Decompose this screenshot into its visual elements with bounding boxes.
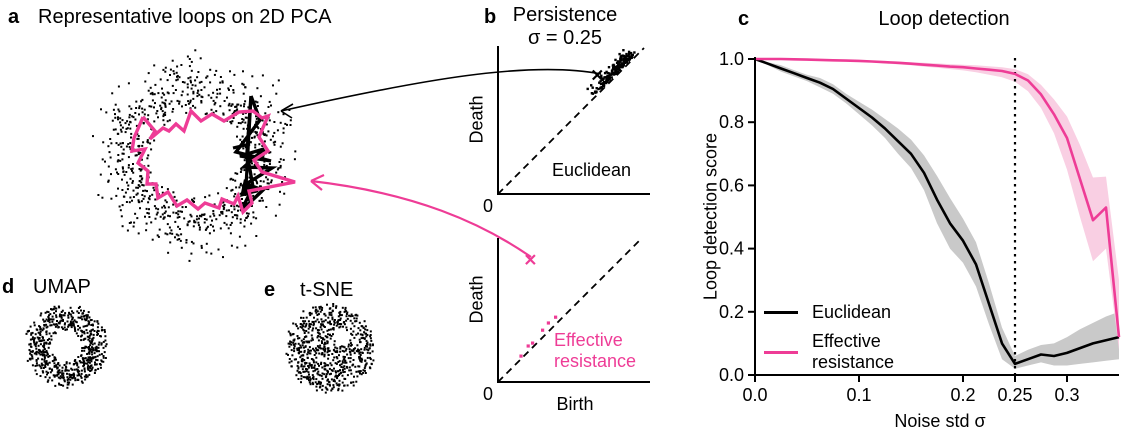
- c-x-tick-label: 0.1: [846, 385, 871, 405]
- effective-resistance-loop: [129, 107, 296, 216]
- pca-scatter: [92, 49, 297, 262]
- legend-item-effective-resistance: Effective resistance: [764, 331, 907, 373]
- c-x-tick-label: 0.2: [950, 385, 975, 405]
- arrow-euclidean-loop: [280, 68, 602, 119]
- panel-c-title: Loop detection: [878, 8, 1010, 30]
- euclidean-band: [755, 59, 1119, 369]
- b-bottom-series-label: Effective resistance: [554, 330, 637, 371]
- effective-resistance-line-swatch: [764, 350, 798, 354]
- b-top-ylabel: Death: [466, 95, 487, 144]
- legend-label-effective-resistance: Effective resistance: [812, 331, 895, 372]
- loop-to-diagram-arrows: [280, 68, 602, 258]
- b-bottom-xlabel: Birth: [556, 394, 594, 414]
- c-y-tick-label: 0.8: [719, 112, 744, 132]
- b-bottom-origin-label: 0: [483, 384, 494, 404]
- panel-a-title: Representative loops on 2D PCA: [38, 6, 332, 28]
- panel-letter-d: d: [2, 276, 15, 298]
- arrow-effective-resistance-loop: [310, 174, 532, 258]
- panel-letter-c: c: [738, 8, 750, 30]
- umap-scatter: [25, 305, 108, 389]
- c-y-tick-label: 0.6: [719, 175, 744, 195]
- c-y-tick-label: 1.0: [719, 49, 744, 69]
- panel-e-title: t-SNE: [300, 279, 354, 301]
- loop-detection-plot: 0.0 0.2 0.4 0.6 0.8 1.0 0.0 0.1 0.2 0.25 0.3: [719, 49, 1121, 405]
- persistence-diagram-effective-resistance: [497, 237, 650, 383]
- c-y-tick-label: 0.4: [719, 239, 744, 259]
- c-x-tick-label: 0.3: [1054, 385, 1079, 405]
- representative-loops: [129, 95, 296, 216]
- c-ylabel: Loop detection score: [700, 132, 721, 301]
- b-bottom-ylabel: Death: [466, 275, 487, 324]
- euclidean-line: [754, 57, 1120, 366]
- b-top-origin-label: 0: [483, 196, 494, 216]
- panel-b-title: Persistence σ = 0.25: [500, 4, 630, 50]
- panel-letter-b: b: [484, 6, 497, 28]
- c-x-tick-label: 0.25: [997, 385, 1032, 405]
- persistence-diagram-euclidean: [497, 46, 650, 195]
- c-x-tick-label: 0.0: [742, 385, 767, 405]
- c-xlabel: Noise std σ: [894, 411, 986, 431]
- panel-letter-e: e: [264, 279, 276, 301]
- legend-item-euclidean: Euclidean: [764, 302, 907, 323]
- panel-b-title-line1: Persistence: [512, 4, 618, 26]
- tsne-scatter: [285, 303, 375, 394]
- euclidean-line-swatch: [764, 311, 798, 314]
- b-top-series-label: Euclidean: [552, 160, 632, 180]
- effective-resistance-line: [755, 57, 1121, 338]
- panel-letter-a: a: [8, 6, 20, 28]
- panel-d-title: UMAP: [33, 276, 91, 298]
- panel-b-title-line2: σ = 0.25: [527, 27, 603, 49]
- legend-label-euclidean: Euclidean: [812, 302, 892, 322]
- c-y-tick-label: 0.0: [719, 365, 744, 385]
- c-y-tick-label: 0.2: [719, 302, 744, 322]
- legend: Euclidean Effective resistance: [764, 302, 907, 373]
